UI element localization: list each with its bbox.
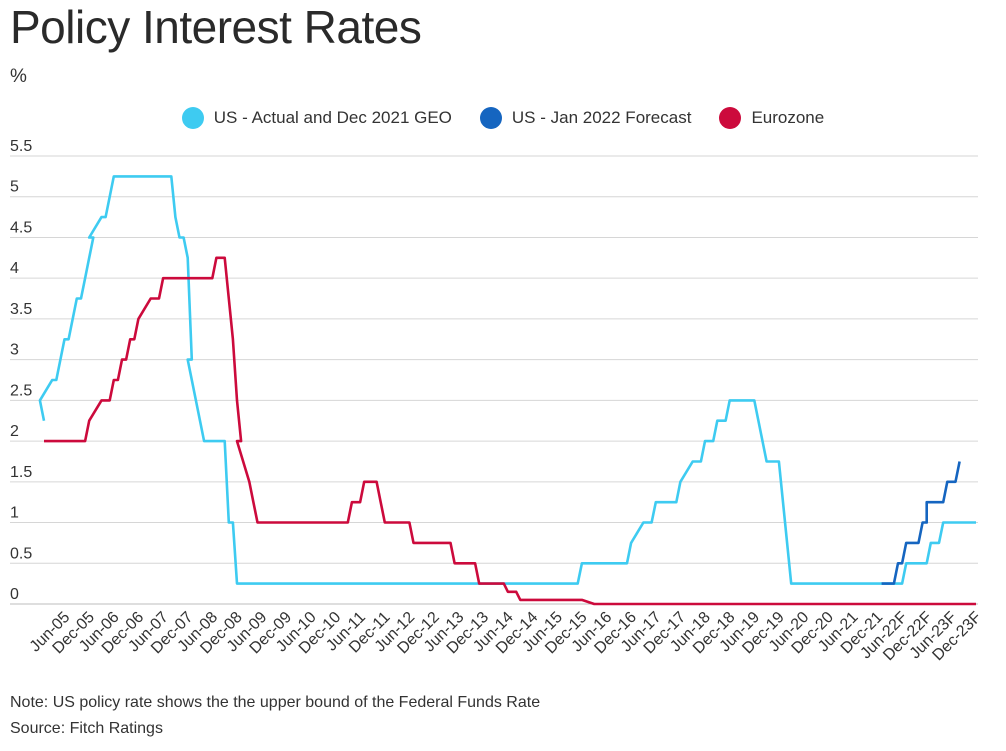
legend-label-us-actual: US - Actual and Dec 2021 GEO: [213, 108, 452, 127]
legend-item-us-actual[interactable]: US - Actual and Dec 2021 GEO: [181, 107, 452, 129]
legend-item-us-forecast[interactable]: US - Jan 2022 Forecast: [479, 107, 692, 129]
y-tick-label: 1: [10, 505, 19, 522]
y-tick-label: 4: [10, 260, 19, 277]
series-lines: [38, 175, 976, 606]
y-axis-unit-label: %: [10, 66, 27, 87]
note-text: Note: US policy rate shows the the upper…: [10, 694, 541, 711]
legend-swatch-us-forecast: [479, 107, 502, 129]
y-tick-label: 0.5: [10, 545, 32, 562]
chart-legend: US - Actual and Dec 2021 GEO US - Jan 20…: [0, 107, 1006, 129]
legend-item-eurozone[interactable]: Eurozone: [719, 107, 824, 129]
series-line-us-forecast[interactable]: [881, 461, 961, 585]
series-line-eurozone[interactable]: [44, 256, 976, 606]
source-text: Source: Fitch Ratings: [10, 720, 163, 737]
legend-label-eurozone: Eurozone: [751, 108, 825, 127]
y-tick-label: 2: [10, 423, 19, 440]
legend-label-us-forecast: US - Jan 2022 Forecast: [511, 108, 692, 127]
y-tick-label: 3.5: [10, 301, 32, 318]
series-line-us-actual[interactable]: [38, 175, 976, 585]
y-tick-label: 4.5: [10, 219, 32, 236]
y-tick-label: 2.5: [10, 382, 32, 399]
legend-swatch-us-actual: [181, 107, 204, 129]
y-tick-label: 5: [10, 179, 19, 196]
y-tick-label: 5.5: [10, 138, 32, 155]
legend-swatch-eurozone: [719, 107, 742, 129]
y-axis-tick-labels: 0 0.5 1 1.5 2 2.5 3 3.5 4 4.5 5 5.5: [10, 138, 32, 603]
x-axis-tick-labels: Jun-05Dec-05Jun-06Dec-06Jun-07Dec-07Jun-…: [27, 609, 985, 665]
chart-title: Policy Interest Rates: [10, 1, 422, 53]
y-tick-label: 0: [10, 586, 19, 603]
line-chart: 0 0.5 1 1.5 2 2.5 3 3.5 4 4.5 5 5.5 Jun-05Dec-05Jun…: [10, 138, 985, 665]
y-tick-label: 1.5: [10, 464, 32, 481]
grid-lines: [10, 155, 978, 605]
y-tick-label: 3: [10, 342, 19, 359]
chart-footnote: Note: US policy rate shows the the upper…: [10, 690, 540, 742]
